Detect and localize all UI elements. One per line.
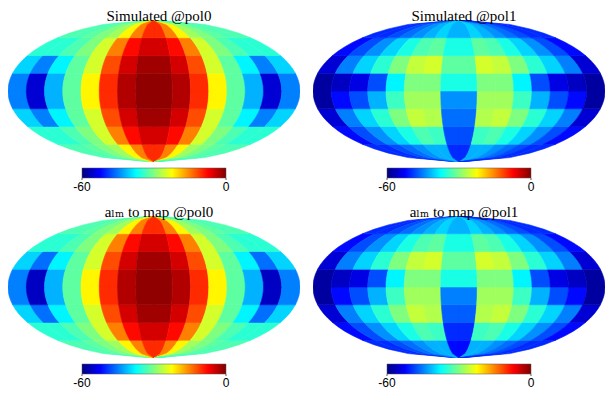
svg-text:0: 0 <box>223 180 230 194</box>
svg-text:aₗₘ to map @pol0: aₗₘ to map @pol0 <box>105 204 214 220</box>
svg-text:Simulated @pol0: Simulated @pol0 <box>106 8 211 24</box>
svg-text:-60: -60 <box>73 180 91 194</box>
svg-text:-60: -60 <box>378 180 396 194</box>
svg-text:Simulated @pol1: Simulated @pol1 <box>411 8 516 24</box>
svg-text:-60: -60 <box>73 376 91 390</box>
svg-text:aₗₘ to map @pol1: aₗₘ to map @pol1 <box>410 204 519 220</box>
svg-text:0: 0 <box>223 376 230 390</box>
svg-text:0: 0 <box>528 376 535 390</box>
svg-text:0: 0 <box>528 180 535 194</box>
svg-text:-60: -60 <box>378 376 396 390</box>
